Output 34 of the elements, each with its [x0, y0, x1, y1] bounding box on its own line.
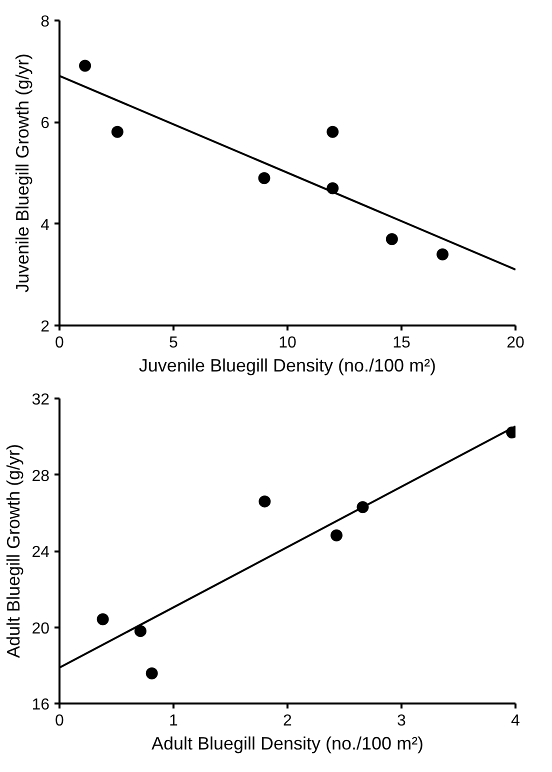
point — [96, 613, 109, 626]
y-tick-label: 2 — [40, 318, 50, 336]
y-tick-label: 28 — [32, 468, 50, 485]
y-tick-label: 4 — [40, 216, 50, 234]
point — [111, 126, 124, 138]
x-tick-label: 3 — [397, 712, 406, 730]
y-axis-title: Juvenile Bluegill Growth (g/yr) — [12, 53, 33, 293]
point — [326, 126, 339, 138]
x-tick-label: 10 — [278, 334, 296, 352]
y-tick-label: 20 — [32, 620, 50, 638]
x-tick-label: 0 — [55, 712, 64, 730]
point — [386, 233, 398, 246]
y-tick-label: 16 — [32, 696, 50, 714]
point — [258, 495, 271, 508]
x-tick-label: 15 — [392, 334, 410, 352]
y-axis-title: Adult Bluegill Growth (g/yr) — [4, 444, 24, 658]
y-tick-label: 24 — [32, 544, 50, 561]
point — [134, 625, 146, 638]
point — [436, 248, 449, 260]
y-tick-label: 32 — [32, 392, 50, 408]
y-tick-label: 8 — [40, 14, 50, 30]
point — [258, 172, 270, 184]
x-tick-label: 4 — [511, 712, 520, 730]
x-tick-label: 5 — [169, 334, 178, 352]
point — [330, 529, 343, 542]
x-axis-title: Juvenile Bluegill Density (no./100 m²) — [138, 356, 436, 376]
x-tick-label: 20 — [506, 334, 524, 352]
x-tick-label: 0 — [55, 334, 64, 352]
x-axis-title: Adult Bluegill Density (no./100 m²) — [151, 734, 424, 754]
x-tick-label: 2 — [283, 712, 292, 730]
x-tick-label: 1 — [169, 712, 178, 730]
point — [79, 60, 92, 72]
point — [146, 667, 158, 680]
y-tick-label: 6 — [40, 115, 50, 132]
